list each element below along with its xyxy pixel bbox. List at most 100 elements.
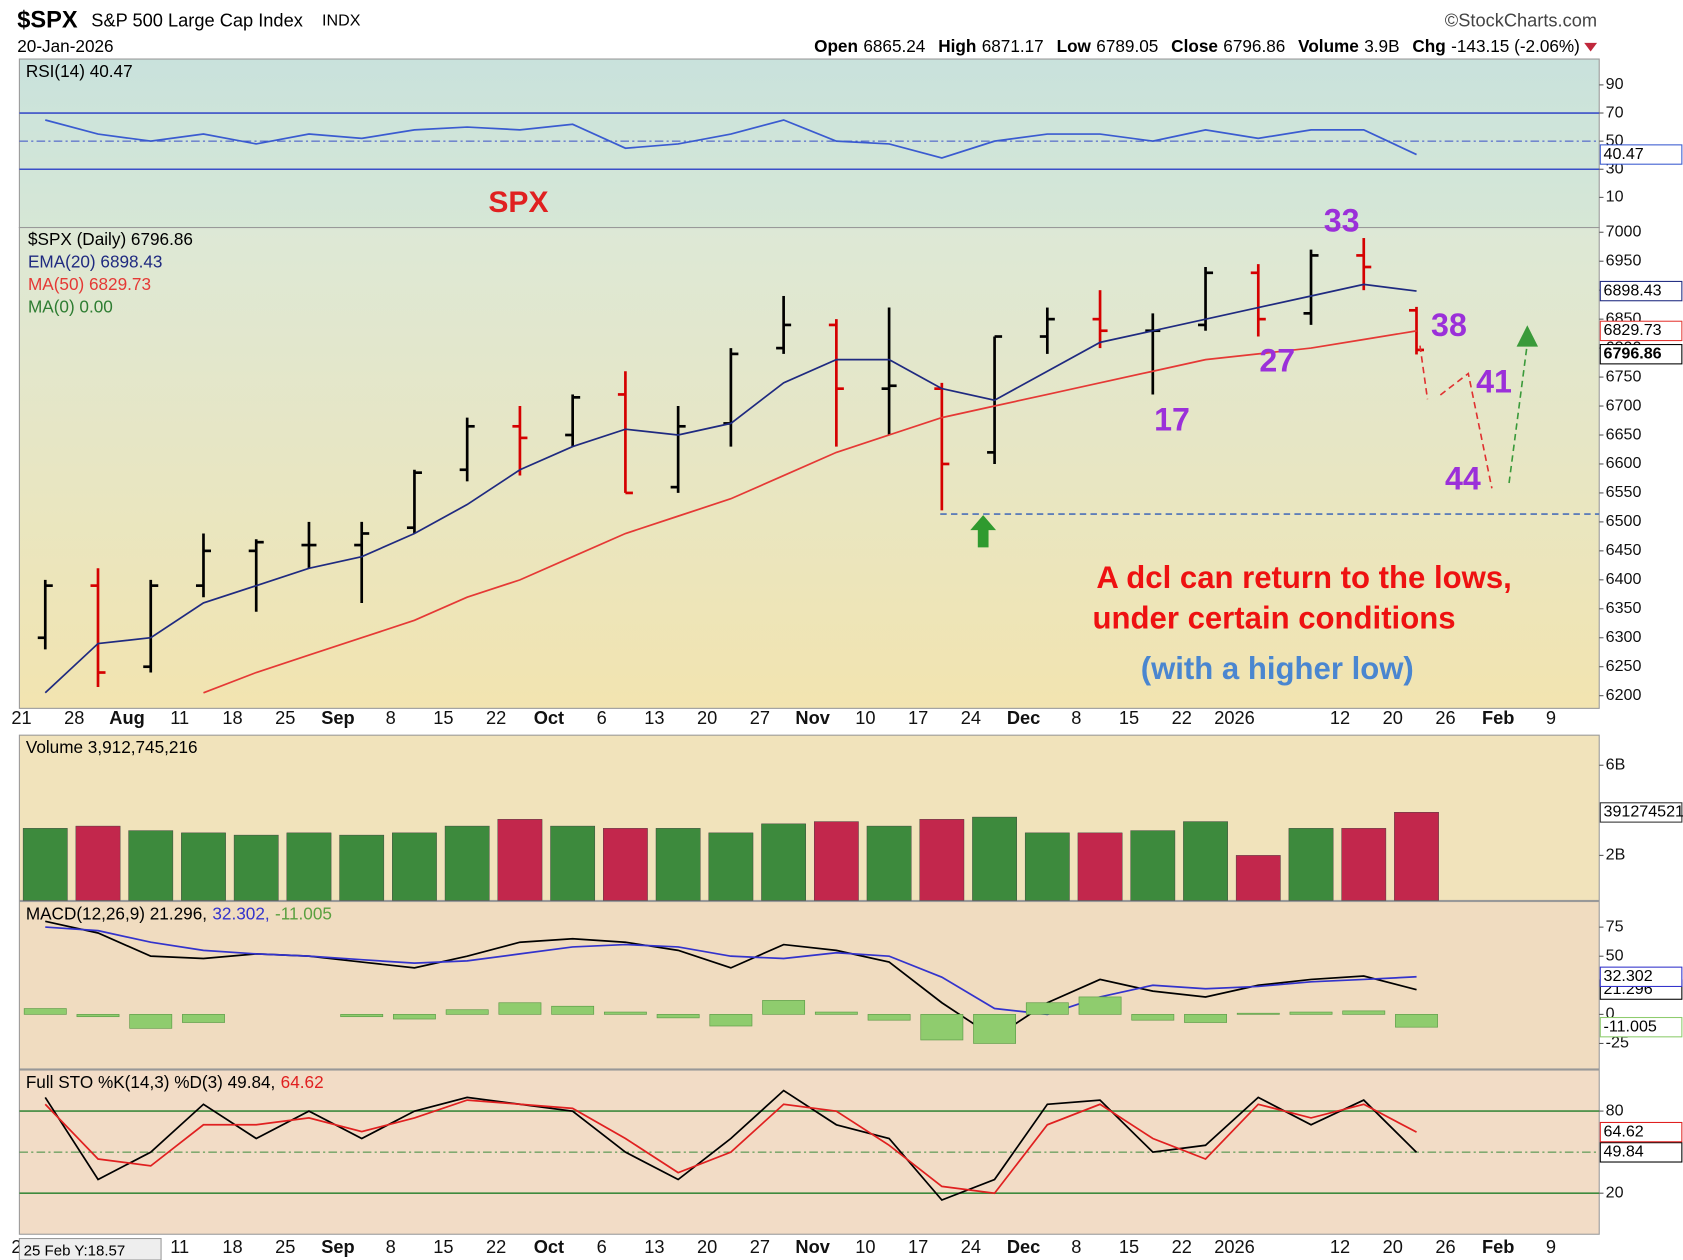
legend-entry: MACD(12,26,9) 21.296, (26, 903, 207, 923)
rsi-panel (18, 58, 1600, 229)
y-tick-label: 80 (1606, 1101, 1624, 1119)
volume-bar (1077, 832, 1123, 901)
x-tick-label: 22 (486, 1236, 506, 1257)
histogram-bar (1289, 1011, 1333, 1015)
histogram-bar (1131, 1014, 1175, 1021)
legend: MACD(12,26,9) 21.296, 32.302, -11.005 (26, 903, 332, 923)
volume-bar (919, 819, 965, 901)
volume-bar (655, 828, 701, 901)
value-box-label: 6898.43 (1604, 281, 1662, 299)
volume-bar (1183, 821, 1228, 901)
y-tick-label: 90 (1606, 75, 1624, 93)
x-tick-label: 22 (486, 707, 506, 728)
x-tick-label: Feb (1482, 1236, 1514, 1257)
volume-bar (497, 819, 543, 901)
y-tick-label: 50 (1606, 946, 1624, 964)
volume-bar (1235, 855, 1281, 901)
x-tick-label: 22 (1172, 707, 1192, 728)
x-tick-label: Sep (321, 1236, 354, 1257)
legend-entry: RSI(14) 40.47 (26, 60, 133, 80)
legend: Full STO %K(14,3) %D(3) 49.84, 64.62 (26, 1071, 324, 1091)
x-tick-label: 25 (275, 707, 295, 728)
legend-entry: MA(0) 0.00 (28, 297, 113, 317)
annotation: (with a higher low) (1141, 651, 1414, 686)
x-tick-label: 27 (750, 1236, 770, 1257)
histogram-bar (762, 1000, 806, 1015)
quote-value: 6789.05 (1096, 36, 1158, 56)
histogram-bar (23, 1008, 67, 1015)
annotation: 17 (1154, 401, 1190, 437)
down-marker (1584, 42, 1598, 52)
value-box (1599, 144, 1683, 165)
y-tick-label: 20 (1606, 1183, 1624, 1201)
series-line (44, 1089, 1418, 1202)
x-tick-label: 22 (1172, 1236, 1192, 1257)
y-tick-label: 6600 (1606, 454, 1642, 472)
x-tick-label: 2026 (1214, 1236, 1255, 1257)
volume-bar (1024, 832, 1070, 901)
y-tick-label: 0 (1606, 1005, 1615, 1023)
x-tick-label: 8 (1071, 707, 1081, 728)
source: ©StockCharts.com (1445, 9, 1597, 30)
quote-label: Volume (1298, 36, 1359, 56)
y-tick-label: 6500 (1606, 512, 1642, 530)
histogram-bar (603, 1011, 647, 1015)
quote-value: 6865.24 (863, 36, 925, 56)
x-tick-label: 12 (1330, 707, 1350, 728)
volume-bar (22, 828, 68, 901)
quote-label: High (938, 36, 976, 56)
x-tick-label: 25 (275, 1236, 295, 1257)
histogram-bar (340, 1014, 384, 1018)
x-tick-label: 24 (961, 707, 981, 728)
quote: Open 6865.24 High 6871.17 Low 6789.05 Close 679… (814, 36, 1580, 56)
y-tick-label: 2B (1606, 846, 1626, 864)
arrow-head (1516, 325, 1539, 347)
volume-bar (128, 830, 174, 901)
annotation: A dcl can return to the lows, (1096, 560, 1511, 595)
volume-bar (181, 832, 226, 901)
x-tick-label: 10 (855, 707, 875, 728)
histogram-bar (656, 1014, 700, 1019)
histogram-bar (393, 1014, 436, 1020)
annotation: 44 (1445, 460, 1481, 496)
value-box-label: 6829.73 (1604, 321, 1662, 339)
value-box (1599, 966, 1683, 987)
value-box (1599, 1121, 1683, 1143)
histogram-bar (129, 1014, 173, 1029)
x-tick-label: 13 (644, 707, 664, 728)
x-tick-label: Sep (321, 707, 354, 728)
volume-bar (1288, 828, 1334, 901)
histogram-bar (973, 1014, 1016, 1044)
histogram-bar (1342, 1010, 1386, 1015)
y-tick-label: 6700 (1606, 396, 1642, 414)
legend-entry: -11.005 (275, 903, 332, 923)
x-tick-label: 6 (597, 1236, 607, 1257)
x-tick-label: 20 (1383, 1236, 1403, 1257)
exchange: INDX (322, 12, 361, 30)
x-tick-label: 17 (908, 707, 928, 728)
annotation: 41 (1476, 364, 1512, 400)
legend-entry: $SPX (Daily) 6796.86 (28, 229, 193, 249)
value-box (1599, 1142, 1683, 1163)
x-tick-label: 20 (1383, 707, 1403, 728)
value-box-label: 40.47 (1604, 145, 1644, 163)
volume-bar (866, 825, 912, 901)
histogram-bar (709, 1014, 753, 1027)
legend-entry: 64.62 (281, 1071, 324, 1091)
x-tick-label: 9 (1546, 1236, 1556, 1257)
y-tick-label: 6250 (1606, 657, 1642, 675)
x-tick-label: Feb (1482, 707, 1514, 728)
x-tick-label: Dec (1007, 1236, 1040, 1257)
x-tick-label: 10 (855, 1236, 875, 1257)
price-panel (18, 226, 1600, 709)
x-tick-label: 2026 (1214, 707, 1255, 728)
y-tick-label: 6200 (1606, 686, 1642, 704)
value-box-label: 49.84 (1604, 1143, 1644, 1161)
volume-bar (233, 834, 279, 901)
value-box-label: 64.62 (1604, 1122, 1644, 1140)
value-box-label: 3912745216 (1604, 803, 1683, 821)
volume-bar (444, 825, 490, 901)
volume-bar (75, 825, 121, 901)
